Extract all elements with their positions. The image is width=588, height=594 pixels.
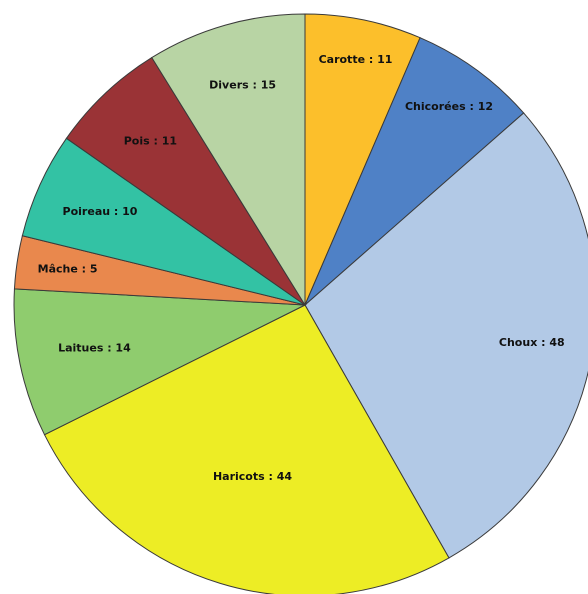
pie-slice-4 (43, 304, 450, 594)
pie-slice-label-3: Choux : 48 (499, 336, 565, 349)
pie-slice-label-9: Divers : 15 (209, 79, 276, 92)
pie-slice-5 (13, 288, 307, 436)
pie-labels: Carotte : 11 Chicorées : 12 Choux : 48 Hari… (38, 53, 565, 483)
pie-slice-8 (65, 56, 306, 306)
pie-slice-3 (304, 112, 588, 559)
pie-slice-2 (304, 37, 525, 306)
pie-slice-label-1: Carotte : 11 (319, 53, 393, 66)
pie-slice-label-4: Haricots : 44 (213, 470, 292, 483)
pie-slice-label-2: Chicorées : 12 (405, 100, 493, 113)
pie-slice-9 (151, 13, 306, 307)
pie-slice-label-6: Mâche : 5 (38, 263, 98, 276)
pie-slices (13, 13, 588, 594)
pie-slice-label-5: Laitues : 14 (58, 341, 131, 354)
pie-slice-label-8: Pois : 11 (124, 135, 177, 148)
pie-slice-label-7: Poireau : 10 (63, 205, 138, 218)
pie-slice-1 (304, 13, 421, 306)
